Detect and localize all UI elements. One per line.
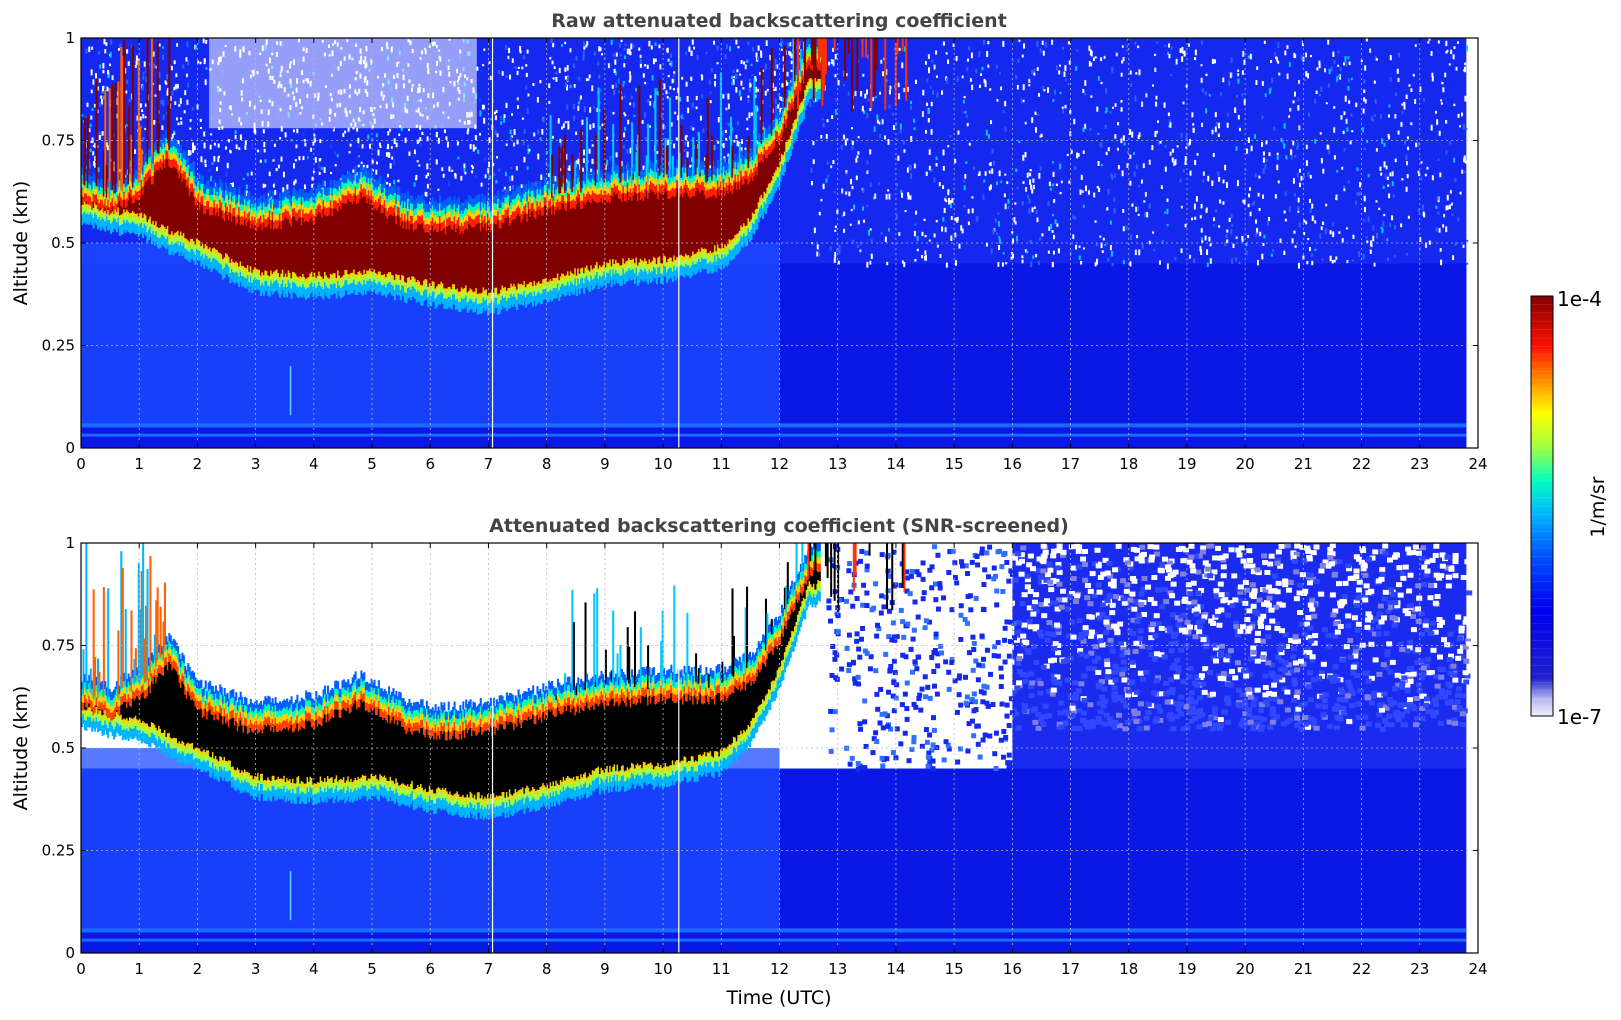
x-tick-label: 24	[1468, 960, 1487, 978]
y-tick-label: 0.75	[42, 132, 75, 150]
x-tick-label: 24	[1468, 455, 1487, 473]
x-axis: 0 1 2 3 4 5 6 7 8 9 10 11 12 13 14 15 16 17 18 19 20 21 22 23 24	[76, 38, 1488, 473]
colorbar-min-label: 1e-7	[1557, 705, 1602, 729]
cloud-layer	[81, 543, 906, 820]
x-tick-label: 11	[712, 455, 731, 473]
clear-sky-patch	[209, 38, 477, 129]
y-tick-label: 0.5	[51, 234, 75, 252]
y-tick-label: 0.25	[42, 337, 75, 355]
y-axis: 0 0.25 0.5 0.75 1	[42, 29, 1478, 457]
x-tick-label: 18	[1119, 455, 1138, 473]
colorbar-bands	[1531, 304, 1553, 708]
x-tick-label: 4	[309, 455, 319, 473]
x-tick-label: 2	[193, 960, 203, 978]
y-tick-label: 0.5	[51, 739, 75, 757]
x-tick-label: 1	[134, 960, 144, 978]
x-tick-label: 15	[945, 455, 964, 473]
colorbar-label: 1/m/sr	[1587, 476, 1609, 537]
ground-stripe	[81, 433, 1467, 437]
screened-edge-speckle	[826, 544, 1017, 772]
y-tick-label: 0.75	[42, 637, 75, 655]
cloud-layer	[81, 38, 908, 316]
x-tick-label: 5	[367, 455, 377, 473]
x-tick-label: 12	[770, 960, 789, 978]
x-tick-label: 8	[542, 960, 552, 978]
x-tick-label: 23	[1410, 455, 1429, 473]
y-tick-label: 0.25	[42, 842, 75, 860]
chart-title: Attenuated backscattering coefficient (S…	[489, 515, 1069, 537]
colorbar-frame	[1530, 295, 1554, 717]
x-tick-label: 10	[654, 960, 673, 978]
x-tick-label: 17	[1061, 455, 1080, 473]
x-tick-label: 8	[542, 455, 552, 473]
y-axis-label: Altitude (km)	[10, 181, 32, 306]
x-tick-label: 3	[251, 960, 261, 978]
x-tick-label: 16	[1003, 455, 1022, 473]
x-tick-label: 14	[886, 455, 905, 473]
colorbar-fill	[1531, 296, 1553, 716]
x-tick-label: 16	[1003, 960, 1022, 978]
panel-raw: Raw attenuated backscattering coefficien…	[10, 10, 1488, 473]
y-tick-label: 1	[65, 534, 75, 552]
y-axis-label: Altitude (km)	[10, 686, 32, 811]
x-tick-label: 10	[654, 455, 673, 473]
x-tick-label: 21	[1294, 960, 1313, 978]
screened-region	[826, 543, 1013, 761]
x-tick-label: 18	[1119, 960, 1138, 978]
panel-screened: Attenuated backscattering coefficient (S…	[10, 515, 1488, 1009]
grid	[81, 38, 1478, 448]
x-tick-label: 3	[251, 455, 261, 473]
y-axis: 0 0.25 0.5 0.75 1	[42, 534, 1478, 962]
chart-title: Raw attenuated backscattering coefficien…	[551, 10, 1007, 32]
grid	[81, 543, 1478, 953]
x-tick-label: 13	[828, 455, 847, 473]
x-tick-label: 9	[600, 455, 610, 473]
x-tick-label: 20	[1236, 455, 1255, 473]
x-tick-label: 19	[1177, 455, 1196, 473]
x-tick-label: 15	[945, 960, 964, 978]
ground-stripe	[81, 423, 1467, 428]
y-tick-label: 0	[65, 439, 75, 457]
x-tick-label: 7	[484, 455, 494, 473]
x-tick-label: 11	[712, 960, 731, 978]
x-tick-label: 17	[1061, 960, 1080, 978]
x-tick-label: 2	[193, 455, 203, 473]
screened-clear-sky	[81, 543, 815, 712]
y-tick-label: 0	[65, 944, 75, 962]
x-tick-label: 6	[425, 960, 435, 978]
x-tick-label: 20	[1236, 960, 1255, 978]
ground-stripe	[81, 928, 1467, 933]
colorbar: 1e-4 1e-7 1/m/sr	[1530, 287, 1609, 729]
x-tick-label: 22	[1352, 455, 1371, 473]
x-tick-label: 0	[76, 960, 86, 978]
x-tick-label: 23	[1410, 960, 1429, 978]
x-tick-label: 14	[886, 960, 905, 978]
ground-stripe	[81, 938, 1467, 942]
heatmap-screened	[81, 543, 1478, 953]
x-axis-label: Time (UTC)	[725, 987, 831, 1009]
x-tick-label: 0	[76, 455, 86, 473]
x-axis: 0 1 2 3 4 5 6 7 8 9 10 11 12 13 14 15 16 17 18 19 20 21 22 23 24	[76, 543, 1488, 978]
x-tick-label: 9	[600, 960, 610, 978]
x-tick-label: 19	[1177, 960, 1196, 978]
x-tick-label: 7	[484, 960, 494, 978]
x-tick-label: 4	[309, 960, 319, 978]
y-tick-label: 1	[65, 29, 75, 47]
x-tick-label: 5	[367, 960, 377, 978]
colorbar-max-label: 1e-4	[1557, 287, 1602, 311]
x-tick-label: 13	[828, 960, 847, 978]
x-tick-label: 12	[770, 455, 789, 473]
x-tick-label: 21	[1294, 455, 1313, 473]
x-tick-label: 1	[134, 455, 144, 473]
screened-speckle	[1006, 543, 1473, 732]
x-tick-label: 22	[1352, 960, 1371, 978]
x-tick-label: 6	[425, 455, 435, 473]
